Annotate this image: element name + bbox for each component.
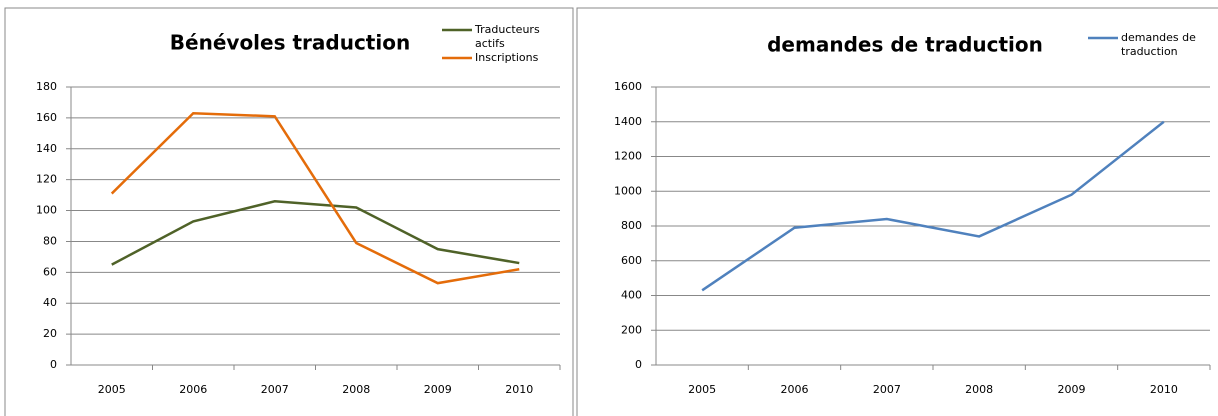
y-tick-label: 140	[36, 142, 57, 155]
y-tick-label: 60	[43, 265, 57, 278]
y-tick-label: 600	[621, 254, 642, 267]
chart-border	[4, 7, 574, 416]
y-tick-label: 1000	[614, 184, 642, 197]
y-tick-label: 20	[43, 327, 57, 340]
legend-label: demandes de traduction	[1121, 31, 1196, 58]
y-tick-label: 0	[50, 358, 57, 371]
legend-label: Inscriptions	[475, 51, 539, 64]
y-tick-label: 1600	[614, 80, 642, 93]
chart-title: Bénévoles traduction	[170, 31, 410, 55]
y-tick-label: 120	[36, 173, 57, 186]
x-tick-label: 2008	[342, 383, 370, 396]
y-tick-label: 180	[36, 80, 57, 93]
y-tick-label: 100	[36, 204, 57, 217]
y-tick-label: 160	[36, 111, 57, 124]
x-tick-label: 2006	[179, 383, 207, 396]
x-tick-label: 2010	[505, 383, 533, 396]
x-tick-label: 2010	[1150, 383, 1178, 396]
y-tick-label: 800	[621, 219, 642, 232]
x-tick-label: 2009	[1058, 383, 1086, 396]
y-tick-label: 1400	[614, 115, 642, 128]
y-tick-label: 0	[635, 358, 642, 371]
chart-title: demandes de traduction	[767, 33, 1043, 57]
y-tick-label: 1200	[614, 150, 642, 163]
legend-label: Traducteurs actifs	[475, 23, 540, 50]
x-tick-label: 2009	[424, 383, 452, 396]
series-line	[110, 111, 520, 285]
x-tick-label: 2008	[965, 383, 993, 396]
chart-border	[576, 7, 1218, 416]
x-tick-label: 2007	[261, 383, 289, 396]
series-line	[111, 200, 520, 266]
x-tick-label: 2007	[873, 383, 901, 396]
y-tick-label: 80	[43, 234, 57, 247]
series-line	[701, 120, 1165, 292]
x-tick-label: 2006	[781, 383, 809, 396]
y-tick-label: 400	[621, 289, 642, 302]
y-tick-label: 200	[621, 323, 642, 336]
y-tick-label: 40	[43, 296, 57, 309]
x-tick-label: 2005	[98, 383, 126, 396]
x-tick-label: 2005	[688, 383, 716, 396]
